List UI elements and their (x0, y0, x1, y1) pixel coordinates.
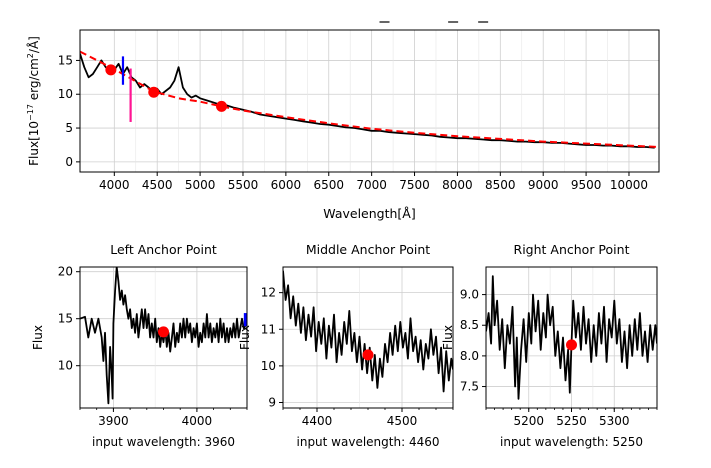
y-tick-label: 10 (261, 359, 276, 373)
x-tick-label: 10000 (610, 178, 648, 192)
anchor-point (362, 349, 374, 361)
plot-area (283, 270, 453, 393)
panel-input-label: input wavelength: 3960 (92, 435, 235, 449)
x-tick-label: 5250 (556, 414, 587, 428)
panel-title: Left Anchor Point (110, 242, 217, 257)
panel-1: 3900 4000 10 15 20 Left Anchor Point input wav… (31, 242, 248, 449)
y-tick-label: 0 (65, 155, 73, 169)
panel-2: 4400 4500 9 10 11 12 Middle Anchor Point input … (238, 242, 454, 449)
x-tick-label: 9000 (528, 178, 559, 192)
axes-frame (282, 266, 454, 409)
panel-0: 4000 4500 5000 5500 6000 6500 7000 7500 8000 8500… (26, 21, 660, 221)
x-tick-label: 6500 (313, 178, 344, 192)
panel-title: Middle Anchor Point (306, 242, 430, 257)
x-tick-label: 6000 (271, 178, 302, 192)
x-tick-label: 8500 (485, 178, 516, 192)
plot-area (80, 50, 659, 149)
y-axis-label: Flux (441, 325, 455, 350)
x-tick-label: 4000 (99, 178, 130, 192)
spectrum-line (486, 275, 657, 400)
anchor-point (216, 100, 228, 112)
x-tick-label: 3900 (98, 414, 129, 428)
x-tick-label: 9500 (571, 178, 602, 192)
x-tick-label: 5200 (513, 414, 544, 428)
y-tick-label: 20 (58, 265, 73, 279)
plot-area (80, 267, 247, 405)
y-axis-label: Flux (31, 325, 45, 350)
x-tick-label: 7500 (399, 178, 430, 192)
panel-title: Right Anchor Point (514, 242, 630, 257)
spectrum-line (80, 267, 247, 405)
x-tick-label: 5000 (185, 178, 216, 192)
y-tick-label: 9.0 (460, 288, 479, 302)
y-tick-label: 10 (58, 359, 73, 373)
y-axis-label: Flux (238, 325, 252, 350)
y-tick-label: 5 (65, 121, 73, 135)
y-tick-label: 15 (58, 312, 73, 326)
anchor-point (158, 326, 169, 338)
x-axis-label: Wavelength[Å] (323, 206, 415, 221)
x-tick-label: 4500 (387, 414, 418, 428)
x-tick-label: 4400 (302, 414, 333, 428)
y-tick-label: 15 (58, 53, 73, 67)
panel-input-label: input wavelength: 4460 (297, 435, 440, 449)
x-tick-label: 4000 (182, 414, 213, 428)
axes-frame (79, 29, 660, 173)
panel-3: 5200 5250 5300 7.5 8.0 8.5 9.0 Right Anchor Poi… (441, 242, 658, 449)
x-tick-label: 5500 (228, 178, 259, 192)
anchor-point (105, 64, 117, 76)
y-tick-label: 11 (261, 322, 276, 336)
anchor-point (566, 339, 577, 351)
spectrum-line (283, 270, 453, 393)
y-tick-label: 7.5 (460, 380, 479, 394)
y-axis-label: Flux[10−17 erg/cm2/Å] (26, 36, 41, 166)
panel-input-label: input wavelength: 5250 (500, 435, 643, 449)
y-tick-label: 10 (58, 87, 73, 101)
y-tick-label: 9 (268, 396, 276, 410)
y-tick-label: 12 (261, 286, 276, 300)
x-tick-label: 5300 (599, 414, 630, 428)
y-tick-label: 8.5 (460, 318, 479, 332)
x-tick-label: 4500 (142, 178, 173, 192)
anchor-point (148, 86, 160, 98)
plot-area (486, 275, 657, 400)
spectrum-line (80, 53, 655, 149)
x-tick-label: 7000 (356, 178, 387, 192)
continuum-fit-line (80, 50, 659, 148)
y-tick-label: 8.0 (460, 349, 479, 363)
x-tick-label: 8000 (442, 178, 473, 192)
